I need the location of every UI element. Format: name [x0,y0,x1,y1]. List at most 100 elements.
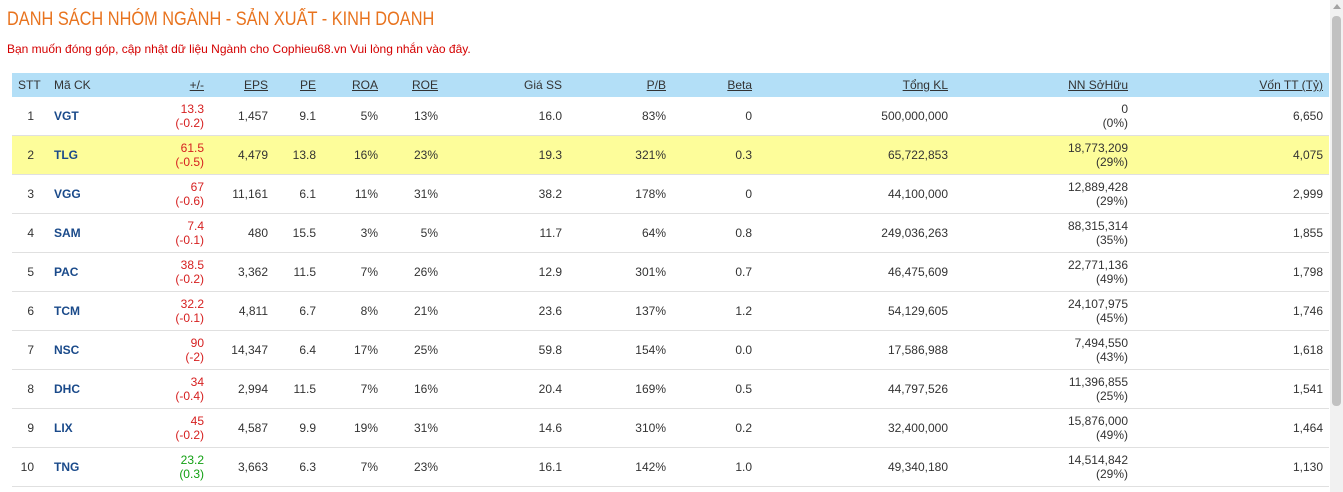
ticker-link[interactable]: LIX [54,421,73,435]
header-eps[interactable]: EPS [210,73,274,97]
roe-value: 13% [384,97,444,136]
pb-value: 301% [568,252,672,292]
foreign-shares: 88,315,314 [1067,219,1128,233]
table-row: 6 TCM 32.2 (-0.1) 4,811 6.7 8% 21% 23.6 137% 1.2 54… [12,291,1329,331]
eps-value: 14,347 [210,330,274,370]
volume-value: 32,400,000 [758,408,954,448]
eps-value: 4,479 [210,135,274,175]
beta-value: 0.3 [672,135,758,175]
price-value: 23.2 [180,453,204,467]
pe-value: 9.9 [274,408,322,448]
vertical-scrollbar[interactable] [1330,0,1343,492]
header-foreign-ownership[interactable]: NN SởHữu [954,73,1134,97]
scrollbar-thumb[interactable] [1332,16,1341,406]
price-change-cell: 13.3 (-0.2) [112,97,210,136]
volume-value: 65,722,853 [758,135,954,175]
foreign-shares: 15,876,000 [1067,414,1128,428]
pe-value: 9.1 [274,97,322,136]
eps-value: 2,994 [210,369,274,409]
beta-value: 0.5 [672,369,758,409]
foreign-ownership-cell: 12,889,428 (29%) [954,174,1134,214]
header-ticker: Mã CK [48,73,112,97]
table-row: 5 PAC 38.5 (-0.2) 3,362 11.5 7% 26% 12.9 301% 0.7 4… [12,252,1329,292]
ticker-link[interactable]: DHC [54,382,80,396]
row-stt: 4 [12,213,48,253]
header-beta[interactable]: Beta [672,73,758,97]
foreign-shares: 11,396,855 [1068,375,1128,389]
roe-value: 16% [384,369,444,409]
beta-value: 0.2 [672,408,758,448]
eps-value: 480 [210,213,274,253]
foreign-ownership-cell: 7,494,550 (43%) [954,330,1134,370]
header-roa[interactable]: ROA [322,73,384,97]
header-pb[interactable]: P/B [568,73,672,97]
foreign-percent: (49%) [1095,272,1128,286]
price-value: 32.2 [180,297,204,311]
row-stt: 6 [12,291,48,331]
eps-value: 4,587 [210,408,274,448]
ticker-link[interactable]: VGG [54,187,81,201]
header-roe[interactable]: ROE [384,73,444,97]
pb-value: 137% [568,291,672,331]
beta-value: 0.8 [672,213,758,253]
foreign-shares: 24,107,975 [1067,297,1128,311]
roa-value: 17% [322,330,384,370]
volume-value: 44,100,000 [758,174,954,214]
foreign-percent: (35%) [1095,233,1128,247]
beta-value: 0 [672,97,758,136]
beta-value: 0.0 [672,330,758,370]
volume-value: 49,340,180 [758,447,954,487]
ticker-link[interactable]: VGT [54,109,79,123]
row-stt: 2 [12,135,48,175]
foreign-ownership-cell: 18,773,209 (29%) [954,135,1134,175]
pb-value: 169% [568,369,672,409]
book-value: 59.8 [444,330,568,370]
roa-value: 7% [322,369,384,409]
change-value: (-0.2) [175,116,204,130]
ticker-link[interactable]: SAM [54,226,81,240]
pb-value: 321% [568,135,672,175]
foreign-shares: 7,494,550 [1074,336,1128,350]
price-change-cell: 45 (-0.2) [112,408,210,448]
ticker-link[interactable]: TCM [54,304,80,318]
table-row: 10 TNG 23.2 (0.3) 3,663 6.3 7% 23% 16.1 142% 1.0 49… [12,447,1329,487]
change-value: (-0.1) [175,233,204,247]
table-row: 2 TLG 61.5 (-0.5) 4,479 13.8 16% 23% 19.3 321% 0.3… [12,135,1329,175]
pe-value: 15.5 [274,213,322,253]
foreign-ownership-cell: 24,107,975 (45%) [954,291,1134,331]
roe-value: 23% [384,447,444,487]
price-change-cell: 90 (-2) [112,330,210,370]
roe-value: 5% [384,213,444,253]
table-row: 9 LIX 45 (-0.2) 4,587 9.9 19% 31% 14.6 310% 0.2 32,… [12,408,1329,448]
market-cap-value: 1,855 [1134,213,1329,253]
market-cap-value: 4,075 [1134,135,1329,175]
ticker-link[interactable]: NSC [54,343,80,357]
row-stt: 10 [12,447,48,487]
header-volume[interactable]: Tổng KL [758,73,954,97]
foreign-shares: 14,514,842 [1067,453,1128,467]
book-value: 16.1 [444,447,568,487]
scroll-up-arrow-icon[interactable] [1333,4,1341,9]
change-value: (-0.2) [175,428,204,442]
foreign-shares: 22,771,136 [1067,258,1128,272]
ticker-link[interactable]: TLG [54,148,78,162]
foreign-percent: (45%) [1095,311,1128,325]
price-value: 7.4 [187,219,204,233]
eps-value: 1,457 [210,97,274,136]
change-value: (-0.5) [175,155,204,169]
header-change[interactable]: +/- [112,73,210,97]
pe-value: 13.8 [274,135,322,175]
ticker-link[interactable]: PAC [54,265,79,279]
beta-value: 1.2 [672,291,758,331]
table-row: 4 SAM 7.4 (-0.1) 480 15.5 3% 5% 11.7 64% 0.8 249,03… [12,213,1329,253]
row-stt: 1 [12,97,48,136]
price-change-cell: 23.2 (0.3) [112,447,210,487]
book-value: 19.3 [444,135,568,175]
contribute-notice-link[interactable]: Bạn muốn đóng góp, cập nhật dữ liệu Ngàn… [7,42,471,56]
roe-value: 21% [384,291,444,331]
header-market-cap[interactable]: Vốn TT (Tỷ) [1134,73,1329,97]
beta-value: 1.0 [672,447,758,487]
ticker-link[interactable]: TNG [54,460,80,474]
eps-value: 3,663 [210,447,274,487]
header-pe[interactable]: PE [274,73,322,97]
